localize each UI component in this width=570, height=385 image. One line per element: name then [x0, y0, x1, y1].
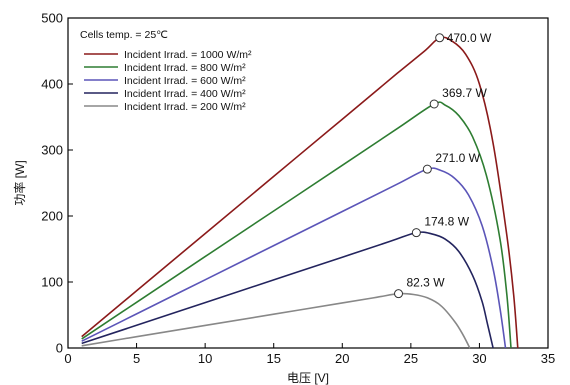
x-tick-label: 35	[541, 351, 555, 366]
x-tick-label: 5	[133, 351, 140, 366]
y-tick-label: 0	[56, 341, 63, 356]
axis-ticks: 0 5 10 15 20 25 30 35 0 100 200 300 400 500	[41, 11, 555, 367]
x-tick-label: 0	[64, 351, 71, 366]
x-tick-label: 10	[198, 351, 212, 366]
peak-point-3	[411, 228, 421, 238]
y-tick-label: 300	[41, 143, 63, 158]
y-axis-label: 功率 [W]	[12, 160, 27, 205]
legend-entry-2: Incident Irrad. = 600 W/m²	[124, 75, 246, 87]
legend-entry-0: Incident Irrad. = 1000 W/m²	[124, 49, 252, 61]
peak-label-1: 369.7 W	[442, 86, 487, 100]
series-line-2	[81, 167, 507, 349]
x-axis-label: 电压 [V]	[287, 371, 329, 385]
y-tick-label: 200	[41, 209, 63, 224]
y-tick-label: 400	[41, 77, 63, 92]
legend: Cells temp. = 25℃ Incident Irrad. = 1000…	[80, 29, 252, 113]
legend-title: Cells temp. = 25℃	[80, 29, 168, 41]
y-tick-label: 100	[41, 275, 63, 290]
legend-entry-1: Incident Irrad. = 800 W/m²	[124, 62, 246, 74]
peak-point-4	[394, 289, 404, 299]
series-line-3	[81, 231, 494, 349]
plot-frame	[67, 17, 549, 349]
x-tick-label: 30	[472, 351, 486, 366]
peak-label-4: 82.3 W	[407, 276, 446, 290]
peak-point-2	[422, 164, 432, 174]
x-tick-label: 20	[335, 351, 349, 366]
x-tick-label: 25	[404, 351, 418, 366]
peak-point-0	[435, 33, 445, 43]
peak-markers: 470.0 W 369.7 W 271.0 W 174.8 W 82.3 W	[394, 31, 492, 299]
peak-label-2: 271.0 W	[435, 151, 480, 165]
peak-label-0: 470.0 W	[447, 31, 492, 45]
peak-label-3: 174.8 W	[424, 215, 469, 229]
peak-point-1	[429, 99, 439, 109]
series-line-4	[81, 292, 471, 349]
y-tick-label: 500	[41, 11, 63, 26]
x-tick-label: 15	[266, 351, 280, 366]
legend-entry-4: Incident Irrad. = 200 W/m²	[124, 101, 246, 113]
legend-entry-3: Incident Irrad. = 400 W/m²	[124, 88, 246, 100]
